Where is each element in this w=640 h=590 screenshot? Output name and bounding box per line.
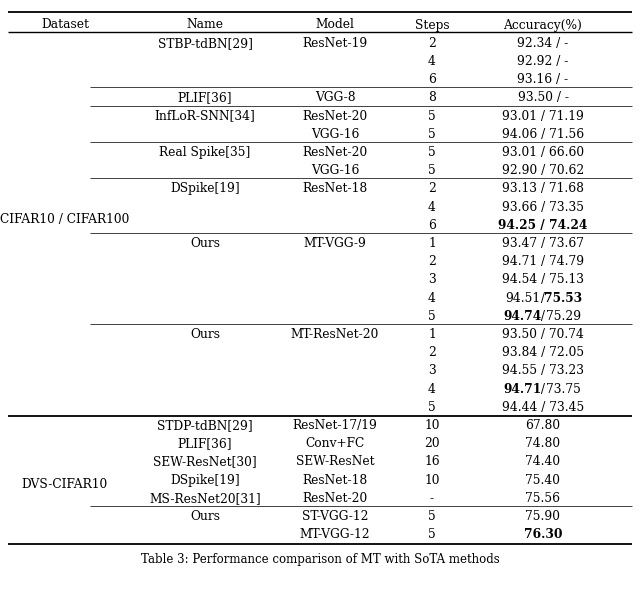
Text: 5: 5	[428, 401, 436, 414]
Text: 93.13 / 71.68: 93.13 / 71.68	[502, 182, 584, 195]
Text: STBP-tdBN[29]: STBP-tdBN[29]	[157, 37, 252, 50]
Text: Real Spike[35]: Real Spike[35]	[159, 146, 251, 159]
Text: 93.01 / 71.19: 93.01 / 71.19	[502, 110, 584, 123]
Text: 93.50 / -: 93.50 / -	[518, 91, 568, 104]
Text: 4: 4	[428, 291, 436, 304]
Text: 76.30: 76.30	[524, 528, 563, 541]
Text: VGG-16: VGG-16	[311, 164, 359, 177]
Text: Ours: Ours	[190, 237, 220, 250]
Text: 1: 1	[428, 237, 436, 250]
Text: 2: 2	[428, 346, 436, 359]
Text: Table 3: Performance comparison of MT with SoTA methods: Table 3: Performance comparison of MT wi…	[141, 553, 499, 566]
Text: /: /	[537, 310, 549, 323]
Text: MT-VGG-9: MT-VGG-9	[303, 237, 367, 250]
Text: 5: 5	[428, 528, 436, 541]
Text: 92.90 / 70.62: 92.90 / 70.62	[502, 164, 584, 177]
Text: 93.50 / 70.74: 93.50 / 70.74	[502, 328, 584, 341]
Text: 10: 10	[424, 474, 440, 487]
Text: ResNet-17/19: ResNet-17/19	[292, 419, 378, 432]
Text: 74.40: 74.40	[525, 455, 561, 468]
Text: 16: 16	[424, 455, 440, 468]
Text: /: /	[537, 291, 549, 304]
Text: 5: 5	[428, 310, 436, 323]
Text: VGG-16: VGG-16	[311, 128, 359, 141]
Text: ResNet-18: ResNet-18	[302, 182, 367, 195]
Text: Model: Model	[316, 18, 355, 31]
Text: Accuracy(%): Accuracy(%)	[504, 18, 582, 31]
Text: -: -	[430, 492, 434, 505]
Text: 4: 4	[428, 382, 436, 395]
Text: 20: 20	[424, 437, 440, 450]
Text: ST-VGG-12: ST-VGG-12	[301, 510, 368, 523]
Text: 92.34 / -: 92.34 / -	[517, 37, 568, 50]
Text: ResNet-20: ResNet-20	[302, 146, 367, 159]
Text: 92.92 / -: 92.92 / -	[517, 55, 569, 68]
Text: 75.90: 75.90	[525, 510, 561, 523]
Text: DSpike[19]: DSpike[19]	[170, 474, 240, 487]
Text: 75.56: 75.56	[525, 492, 561, 505]
Text: 67.80: 67.80	[525, 419, 561, 432]
Text: 94.25 / 74.24: 94.25 / 74.24	[499, 219, 588, 232]
Text: 93.16 / -: 93.16 / -	[517, 73, 568, 86]
Text: 4: 4	[428, 55, 436, 68]
Text: 6: 6	[428, 73, 436, 86]
Text: 75.40: 75.40	[525, 474, 561, 487]
Text: 94.54 / 75.13: 94.54 / 75.13	[502, 273, 584, 286]
Text: VGG-8: VGG-8	[315, 91, 355, 104]
Text: 5: 5	[428, 164, 436, 177]
Text: Name: Name	[186, 18, 223, 31]
Text: 2: 2	[428, 182, 436, 195]
Text: 5: 5	[428, 146, 436, 159]
Text: 3: 3	[428, 365, 436, 378]
Text: DVS-CIFAR10: DVS-CIFAR10	[22, 478, 108, 491]
Text: ResNet-20: ResNet-20	[302, 110, 367, 123]
Text: Dataset: Dataset	[41, 18, 89, 31]
Text: MT-VGG-12: MT-VGG-12	[300, 528, 371, 541]
Text: 94.71 / 74.79: 94.71 / 74.79	[502, 255, 584, 268]
Text: 93.84 / 72.05: 93.84 / 72.05	[502, 346, 584, 359]
Text: 94.55 / 73.23: 94.55 / 73.23	[502, 365, 584, 378]
Text: 1: 1	[428, 328, 436, 341]
Text: DSpike[19]: DSpike[19]	[170, 182, 240, 195]
Text: ResNet-19: ResNet-19	[302, 37, 367, 50]
Text: PLIF[36]: PLIF[36]	[178, 91, 232, 104]
Text: /: /	[537, 382, 549, 395]
Text: 8: 8	[428, 91, 436, 104]
Text: STDP-tdBN[29]: STDP-tdBN[29]	[157, 419, 253, 432]
Text: 93.66 / 73.35: 93.66 / 73.35	[502, 201, 584, 214]
Text: 6: 6	[428, 219, 436, 232]
Text: MT-ResNet-20: MT-ResNet-20	[291, 328, 379, 341]
Text: 94.06 / 71.56: 94.06 / 71.56	[502, 128, 584, 141]
Text: 94.44 / 73.45: 94.44 / 73.45	[502, 401, 584, 414]
Text: 94.51: 94.51	[505, 291, 540, 304]
Text: 4: 4	[428, 201, 436, 214]
Text: 5: 5	[428, 128, 436, 141]
Text: PLIF[36]: PLIF[36]	[178, 437, 232, 450]
Text: 94.71: 94.71	[504, 382, 542, 395]
Text: 94.74: 94.74	[504, 310, 542, 323]
Text: 74.80: 74.80	[525, 437, 561, 450]
Text: 2: 2	[428, 255, 436, 268]
Text: 75.29: 75.29	[546, 310, 580, 323]
Text: Conv+FC: Conv+FC	[305, 437, 365, 450]
Text: 3: 3	[428, 273, 436, 286]
Text: 5: 5	[428, 510, 436, 523]
Text: MS-ResNet20[31]: MS-ResNet20[31]	[149, 492, 261, 505]
Text: 73.75: 73.75	[546, 382, 580, 395]
Text: 93.01 / 66.60: 93.01 / 66.60	[502, 146, 584, 159]
Text: 93.47 / 73.67: 93.47 / 73.67	[502, 237, 584, 250]
Text: SEW-ResNet: SEW-ResNet	[296, 455, 374, 468]
Text: SEW-ResNet[30]: SEW-ResNet[30]	[153, 455, 257, 468]
Text: Ours: Ours	[190, 328, 220, 341]
Text: InfLoR-SNN[34]: InfLoR-SNN[34]	[155, 110, 255, 123]
Text: 10: 10	[424, 419, 440, 432]
Text: ResNet-18: ResNet-18	[302, 474, 367, 487]
Text: CIFAR10 / CIFAR100: CIFAR10 / CIFAR100	[0, 214, 130, 227]
Text: 5: 5	[428, 110, 436, 123]
Text: 2: 2	[428, 37, 436, 50]
Text: Steps: Steps	[415, 18, 449, 31]
Text: 75.53: 75.53	[544, 291, 582, 304]
Text: ResNet-20: ResNet-20	[302, 492, 367, 505]
Text: Ours: Ours	[190, 510, 220, 523]
